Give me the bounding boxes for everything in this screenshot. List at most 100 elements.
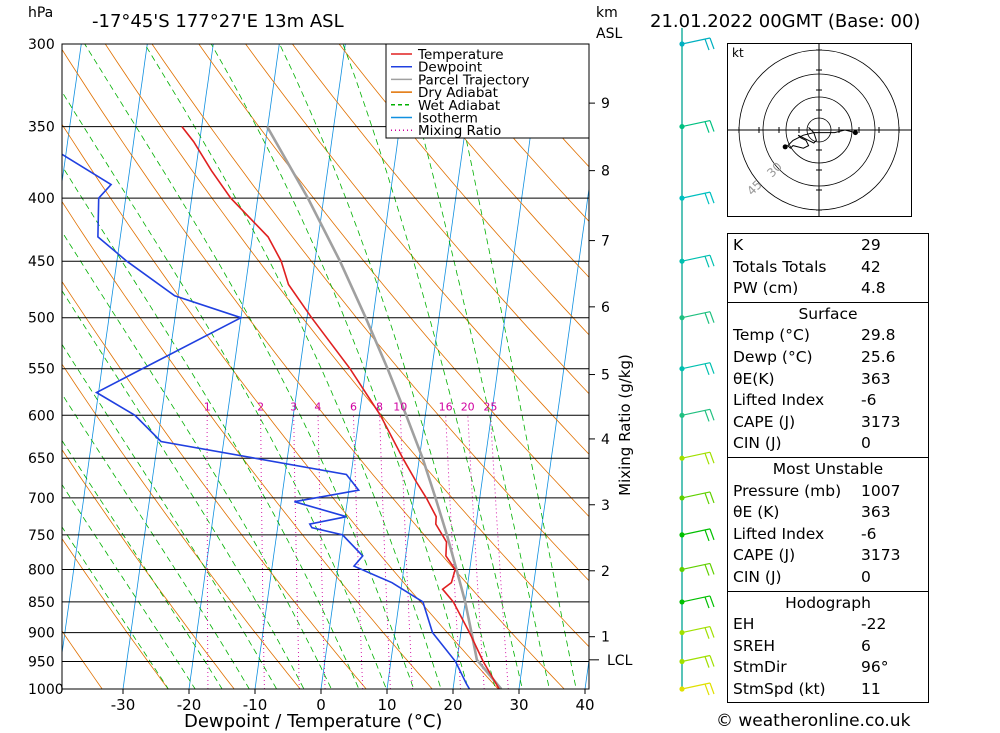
hodograph-indices: Hodograph EH -22 SREH 6 StmDir 96° StmSpd (kt)… [728, 592, 928, 703]
barb-feather [709, 528, 715, 541]
barb-feather [704, 410, 710, 422]
mixing-ratio-line [490, 415, 509, 689]
barb-feather [704, 596, 710, 609]
general-indices: K 29 Totals Totals 42 PW (cm) 4.8 [728, 234, 928, 303]
index-value: 4.8 [861, 279, 886, 298]
wet-adiabat-line [84, 44, 415, 689]
index-row: CIN (J) 0 [728, 433, 928, 455]
pressure-tick-label: 500 [28, 311, 55, 327]
wet-adiabat-line [62, 290, 305, 689]
index-value: 96° [861, 658, 889, 677]
wet-adiabat-line [342, 44, 523, 689]
height-tick-label: 4 [601, 432, 610, 448]
pressure-tick-label: 300 [28, 37, 55, 53]
barb-feather [704, 627, 710, 639]
barb-feather [709, 491, 715, 504]
index-value: -22 [861, 615, 887, 634]
index-row: CIN (J) 0 [728, 567, 928, 589]
location-title: -17°45'S 177°27'E 13m ASL [92, 11, 344, 32]
pressure-tick-label: 400 [28, 191, 55, 207]
dry-adiabat-line [62, 537, 169, 689]
plot-frame [61, 43, 590, 690]
mixing-ratio-label: 8 [376, 401, 383, 414]
wet-adiabat-line [144, 44, 442, 689]
barb-feather [704, 453, 710, 465]
legend-label: Parcel Trajectory [418, 72, 530, 88]
indices-table: K 29 Totals Totals 42 PW (cm) 4.8 Surface Tem… [727, 233, 929, 704]
barb-feather [709, 626, 715, 638]
most-unstable-title: Most Unstable [772, 459, 884, 478]
height-tick-label: 8 [601, 164, 610, 180]
index-value: -6 [861, 524, 877, 543]
mixing-ratio-line [260, 415, 265, 689]
index-value: 11 [861, 679, 881, 698]
x-tick-label: -10 [243, 696, 268, 714]
barb-dot [679, 566, 685, 573]
height-tick-label: 5 [601, 368, 610, 384]
index-value: 29.8 [861, 326, 896, 345]
x-tick-label: 20 [443, 696, 462, 714]
wet-adiabat-line [62, 165, 360, 689]
barb-dot [679, 629, 685, 636]
legend-label: Temperature [417, 47, 504, 63]
asl-unit-label: ASL [596, 26, 623, 42]
barb-feather [709, 37, 715, 50]
isotherm-line [386, 44, 478, 689]
mixing-ratio-label: 20 [461, 401, 475, 414]
index-value: 0 [861, 567, 871, 586]
index-label: θE (K) [733, 503, 780, 522]
barb-feather [709, 563, 715, 575]
index-label: Pressure (mb) [733, 481, 842, 500]
index-value: 3173 [861, 412, 901, 431]
barb-feather [704, 564, 710, 576]
wet-adiabat-line [210, 44, 469, 689]
pressure-tick-label: 550 [28, 362, 55, 378]
barb-feather [709, 655, 715, 667]
barb-feather [704, 256, 710, 268]
background-lines [62, 44, 589, 689]
isotherm-line [452, 44, 544, 689]
dry-adiabat-line [62, 280, 367, 689]
index-label: Temp (°C) [733, 326, 810, 345]
barb-feather [709, 452, 715, 464]
index-value: 29 [861, 236, 881, 254]
legend-label: Mixing Ratio [418, 123, 501, 139]
index-row: PW (cm) 4.8 [728, 278, 928, 300]
pressure-tick-label: 750 [28, 528, 55, 544]
legend-box [385, 43, 590, 139]
index-value: 363 [861, 369, 891, 388]
credit-link[interactable]: © weatheronline.co.uk [716, 711, 911, 731]
index-value: 42 [861, 257, 881, 276]
pressure-tick-label: 450 [28, 254, 55, 270]
height-tick-label: 7 [601, 234, 610, 250]
index-label: Dewp (°C) [733, 347, 813, 366]
barb-dot [679, 658, 685, 665]
barb-feather [704, 492, 710, 505]
x-tick-label: -20 [177, 696, 202, 714]
wet-adiabat-line [62, 483, 196, 689]
index-row: CAPE (J) 3173 [728, 545, 928, 567]
wet-adiabat-line [62, 91, 387, 689]
lcl-label: LCL [607, 653, 633, 669]
index-value: 363 [861, 503, 891, 522]
x-tick-label: 40 [575, 696, 594, 714]
profile-dewpoint [62, 153, 471, 689]
barb-feather [704, 38, 710, 51]
barb-feather [704, 656, 710, 668]
pressure-tick-label: 350 [28, 120, 55, 136]
dry-adiabat-line [151, 44, 589, 582]
pressure-isobars [62, 43, 589, 690]
mixing-ratio-label: 10 [393, 401, 407, 414]
mixing-ratio-label: 4 [314, 401, 321, 414]
barb-feather [704, 683, 710, 696]
pressure-tick-label: 950 [28, 655, 55, 671]
storm-motion-dot [852, 130, 858, 136]
height-tick-label: 3 [601, 498, 610, 514]
index-row: Lifted Index -6 [728, 524, 928, 546]
hpa-unit-label: hPa [28, 5, 54, 21]
mixing-ratio-line [445, 415, 461, 689]
index-value: 0 [861, 434, 871, 453]
index-row: StmSpd (kt) 11 [728, 679, 928, 701]
